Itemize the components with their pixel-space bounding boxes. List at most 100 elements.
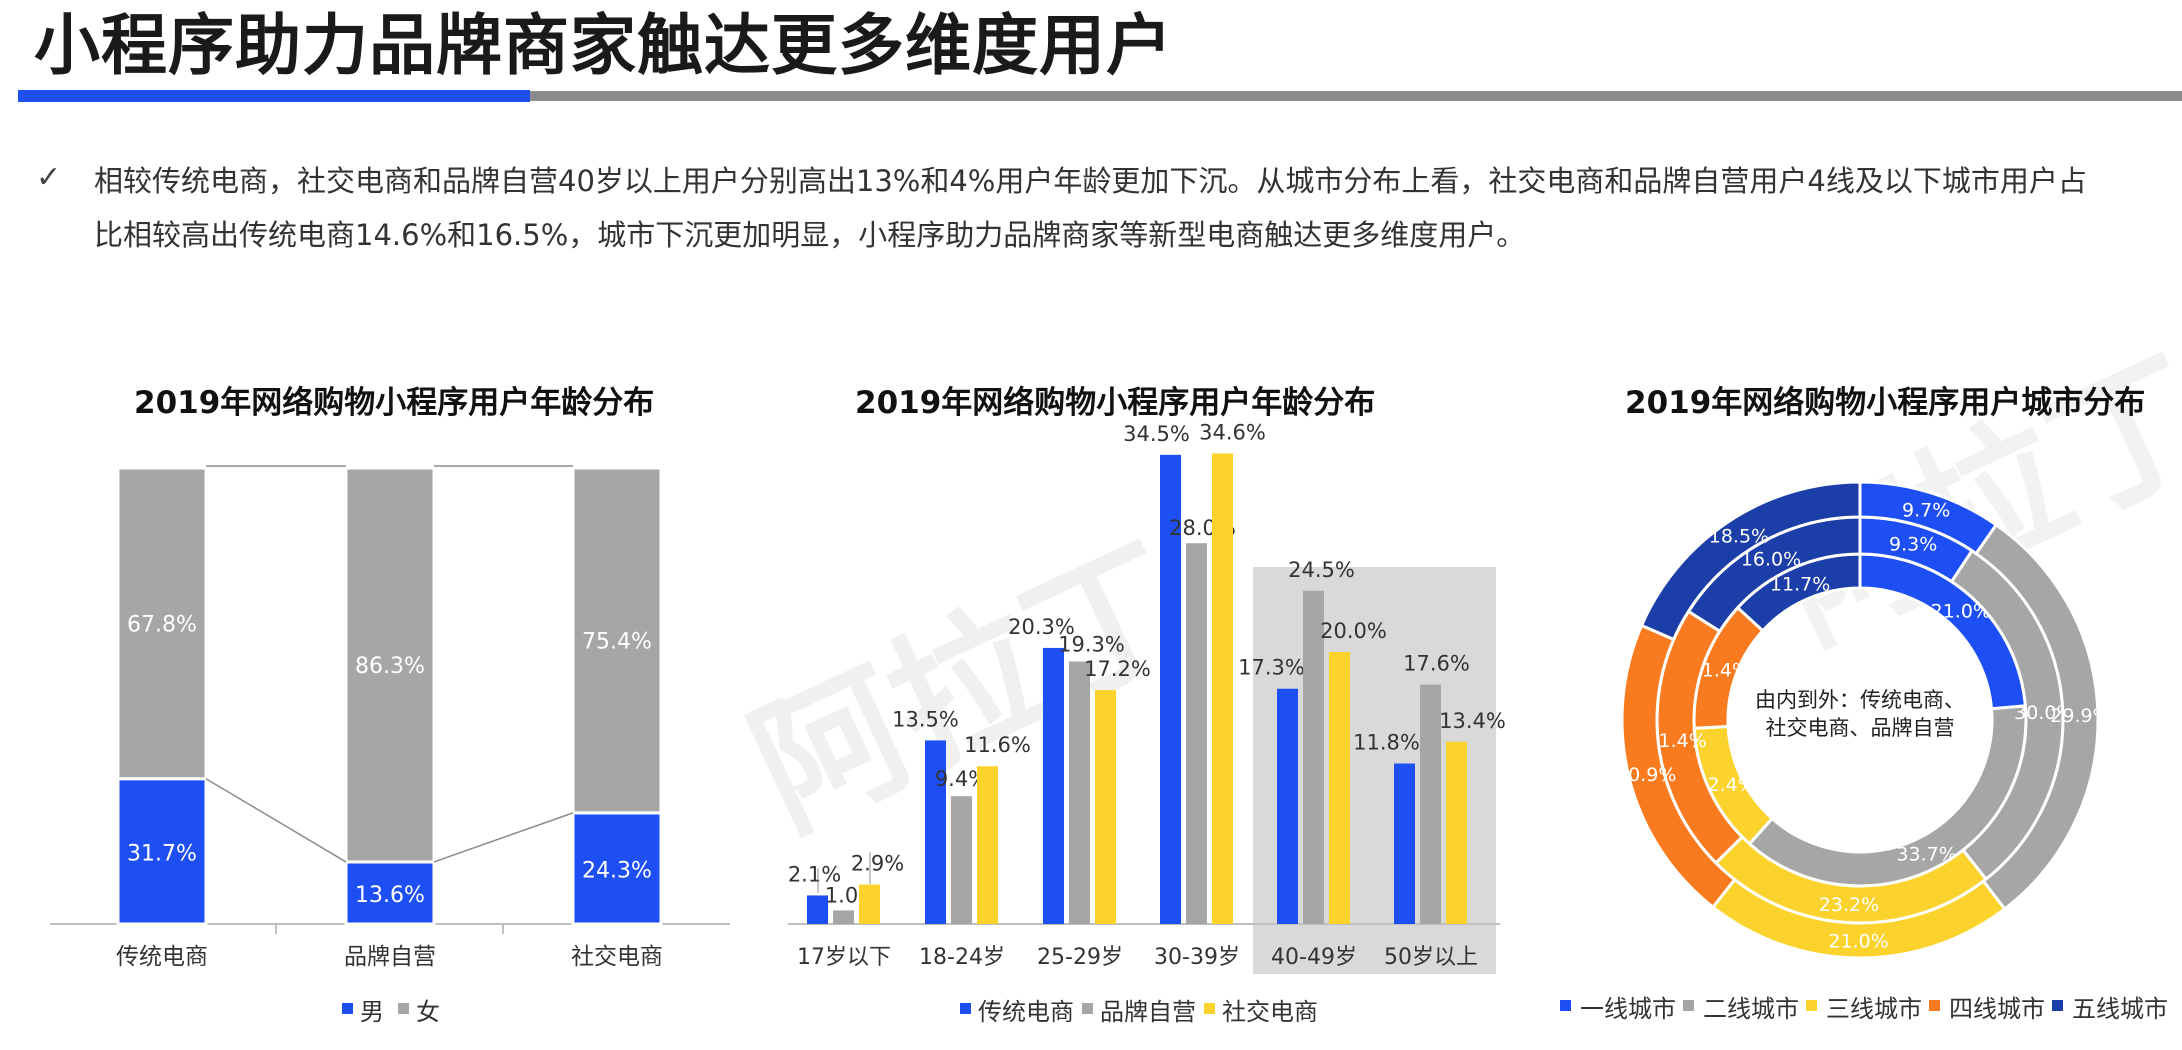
chart3-center-text: 由内到外：传统电商、: [1755, 688, 1965, 712]
chart3-legend-swatch: [1929, 1000, 1940, 1011]
chart2-category-label: 25-29岁: [1037, 945, 1123, 970]
chart2-data-label: 24.5%: [1288, 558, 1355, 582]
chart1-label-male: 13.6%: [355, 883, 425, 908]
chart2-bar: [1095, 690, 1116, 924]
chart2-data-label: 11.8%: [1353, 731, 1420, 755]
check-icon: ✓: [36, 160, 62, 195]
chart2-bar: [1394, 763, 1415, 924]
chart3-data-label: 9.3%: [1889, 533, 1937, 555]
chart3-legend-label: 四线城市: [1949, 995, 2045, 1023]
chart1-bar-male: [571, 811, 663, 926]
chart2-data-label: 13.4%: [1439, 709, 1506, 733]
chart2-bar: [1160, 454, 1181, 924]
chart2-category-label: 40-49岁: [1271, 945, 1357, 970]
chart3-data-label: 11.7%: [1770, 574, 1830, 596]
chart1-category-label: 传统电商: [116, 944, 208, 970]
chart2-category-label: 50岁以上: [1384, 945, 1478, 970]
chart2-data-label: 2.9%: [851, 852, 904, 876]
chart2-data-label: 34.5%: [1123, 422, 1190, 446]
chart3-ring-segment: [1639, 480, 1862, 642]
chart2-category-label: 30-39岁: [1154, 945, 1240, 970]
chart2-bar: [833, 910, 854, 924]
chart1-label-male: 31.7%: [127, 841, 197, 866]
title-underline: [530, 91, 2182, 101]
chart3-data-label: 16.0%: [1741, 548, 1801, 570]
chart2-bar: [925, 740, 946, 924]
chart2-bar: [977, 766, 998, 924]
chart2-bar: [1329, 652, 1350, 924]
chart2-legend-swatch: [960, 1003, 971, 1014]
title-underline-accent: [18, 90, 530, 102]
chart1-legend-label: 女: [416, 998, 440, 1026]
chart3-data-label: 21.4%: [1646, 730, 1706, 752]
chart1-category-label: 社交电商: [571, 944, 663, 970]
chart2-title: 2019年网络购物小程序用户年龄分布: [855, 385, 1376, 421]
chart3-legend-label: 五线城市: [2072, 995, 2168, 1023]
chart3-data-label: 18.5%: [1709, 526, 1769, 548]
chart1-bar-female: [344, 466, 436, 864]
chart3-data-label: 21.0%: [1931, 600, 1991, 622]
chart2-bar: [807, 895, 828, 924]
chart2-bar: [1303, 590, 1324, 924]
chart3-legend-label: 三线城市: [1826, 995, 1922, 1023]
chart3-center-text: 社交电商、品牌自营: [1766, 716, 1955, 740]
chart3-legend-swatch: [1806, 1000, 1817, 1011]
chart3-legend-label: 二线城市: [1703, 995, 1799, 1023]
chart3-title: 2019年网络购物小程序用户城市分布: [1625, 385, 2146, 421]
chart3-data-label: 20.9%: [1616, 764, 1676, 786]
chart2-bar: [951, 796, 972, 924]
chart1-legend-label: 男: [360, 998, 384, 1026]
chart1-legend-swatch: [342, 1003, 353, 1014]
chart1-legend-swatch: [398, 1003, 409, 1014]
chart3-data-label: 33.7%: [1896, 843, 1956, 865]
chart2-data-label: 20.3%: [1008, 615, 1075, 639]
chart2-legend-swatch: [1204, 1003, 1215, 1014]
chart2-data-label: 19.3%: [1058, 633, 1125, 657]
chart2-bar: [1069, 661, 1090, 924]
chart1-label-female: 67.8%: [127, 612, 197, 637]
chart2-bar: [1277, 688, 1298, 924]
chart2-bar: [1043, 647, 1064, 924]
summary-line-1: 相较传统电商，社交电商和品牌自营40岁以上用户分别高出13%和4%用户年龄更加下…: [94, 164, 2087, 198]
chart2-category-label: 18-24岁: [919, 945, 1005, 970]
chart1-label-female: 86.3%: [355, 654, 425, 679]
chart1-series-connector: [433, 812, 574, 863]
chart3-data-label: 29.9%: [2050, 705, 2110, 727]
chart2-legend-swatch: [1082, 1003, 1093, 1014]
chart2-data-label: 34.6%: [1199, 420, 1266, 444]
chart3-legend-swatch: [2052, 1000, 2063, 1011]
chart2-legend-label: 传统电商: [978, 998, 1074, 1026]
chart2-data-label: 11.6%: [964, 733, 1031, 757]
chart2-data-label: 20.0%: [1320, 619, 1387, 643]
chart2-data-label: 13.5%: [892, 707, 959, 731]
chart1-category-label: 品牌自营: [344, 944, 436, 970]
chart2-legend-label: 品牌自营: [1100, 998, 1196, 1026]
chart3-legend-label: 一线城市: [1580, 995, 1676, 1023]
chart2-category-label: 17岁以下: [797, 945, 891, 970]
summary-line-2: 比相较高出传统电商14.6%和16.5%，城市下沉更加明显，小程序助力品牌商家等…: [94, 218, 1526, 252]
chart2-data-label: 17.6%: [1403, 652, 1470, 676]
chart2-bar: [1186, 543, 1207, 924]
chart3-data-label: 23.2%: [1819, 894, 1879, 916]
chart2-bar: [1446, 741, 1467, 924]
chart1-label-female: 75.4%: [582, 629, 652, 654]
chart2-data-label: 17.2%: [1084, 657, 1151, 681]
chart3-legend-swatch: [1560, 1000, 1571, 1011]
chart1-bar-male: [116, 777, 208, 926]
chart2-bar: [859, 884, 880, 924]
chart1-title: 2019年网络购物小程序用户年龄分布: [134, 385, 655, 421]
chart3-legend-swatch: [1683, 1000, 1694, 1011]
chart1-label-male: 24.3%: [582, 858, 652, 883]
chart3-data-label: 9.7%: [1902, 500, 1950, 522]
chart2-bar: [1212, 453, 1233, 924]
chart1-bar-female: [116, 466, 208, 781]
chart2-data-label: 17.3%: [1238, 656, 1305, 680]
chart3-data-label: 30.0%: [2014, 702, 2074, 724]
chart1-bar-female: [571, 466, 663, 815]
chart1-series-connector: [205, 778, 347, 863]
page-title: 小程序助力品牌商家触达更多维度用户: [34, 7, 1173, 84]
chart2-legend-label: 社交电商: [1222, 998, 1318, 1026]
chart3-data-label: 21.0%: [1828, 930, 1888, 952]
chart2-bar: [1420, 684, 1441, 924]
